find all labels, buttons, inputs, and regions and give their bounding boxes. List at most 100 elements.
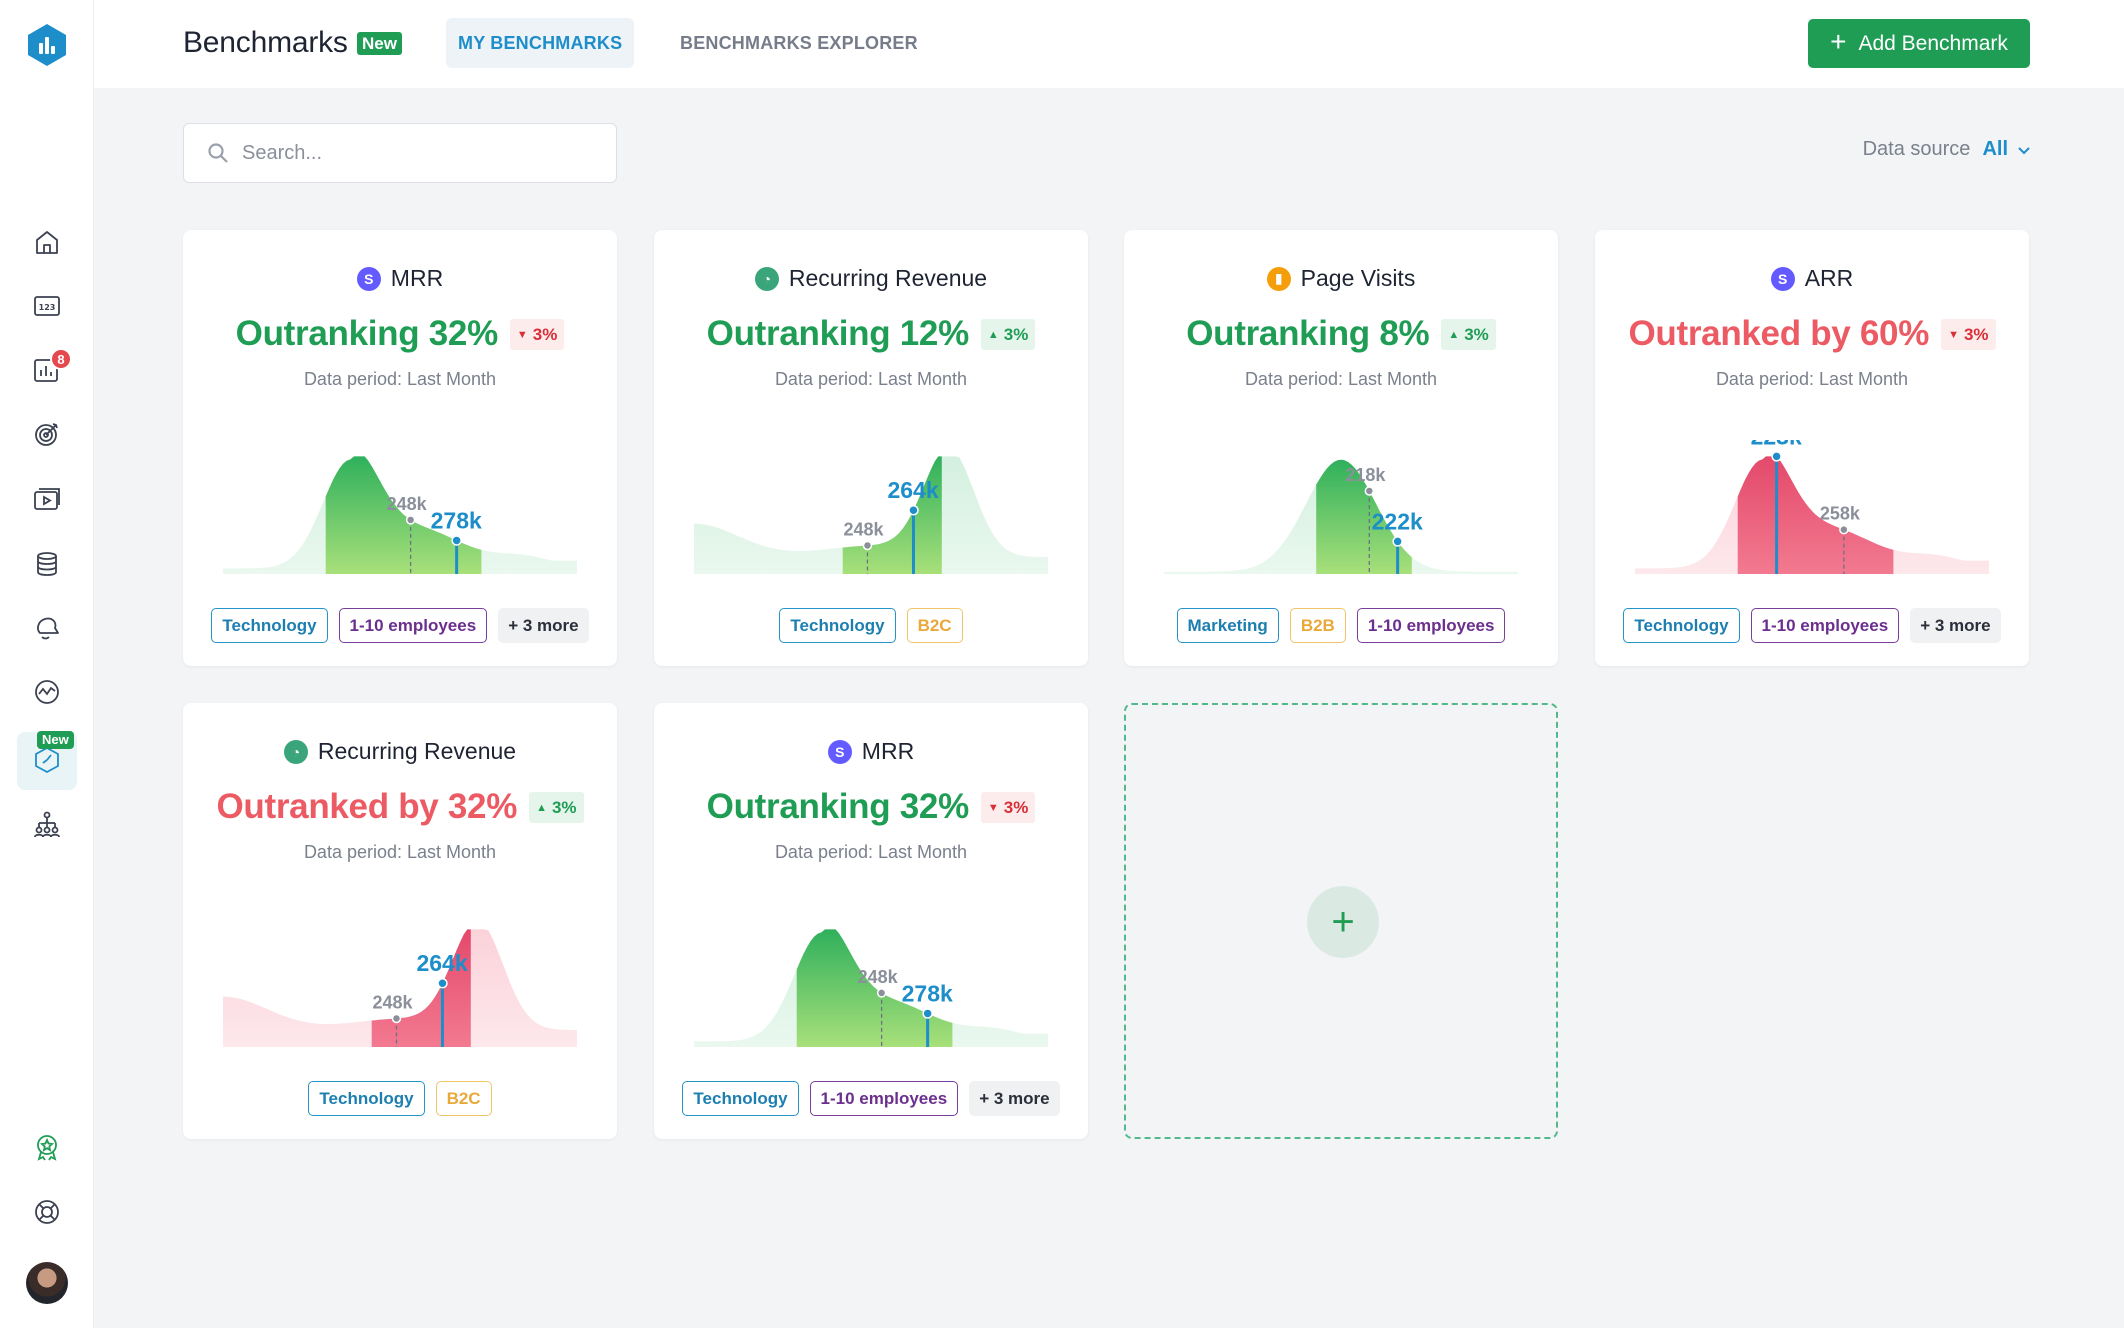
delta-badge: ▼ 3%: [509, 318, 565, 350]
dashboard-icon[interactable]: [29, 352, 65, 388]
numbers-icon[interactable]: 123: [29, 288, 65, 324]
more-tags-button[interactable]: + 3 more: [969, 1081, 1060, 1116]
goals-icon[interactable]: [29, 416, 65, 452]
triangle-down-icon: ▼: [1948, 328, 1959, 341]
value-label: 264k: [887, 477, 938, 503]
triangle-up-icon: ▲: [536, 801, 547, 814]
tag[interactable]: Technology: [308, 1081, 425, 1116]
new-badge: New: [37, 731, 74, 749]
plus-icon: +: [1307, 886, 1379, 958]
more-tags-button[interactable]: + 3 more: [1910, 608, 2001, 643]
benchmark-card[interactable]: ▮ Page Visits Outranking 8% ▲ 3% Data period:…: [1124, 230, 1558, 666]
data-period: Data period: Last Month: [1244, 369, 1438, 389]
search-input[interactable]: [242, 141, 582, 165]
search-box[interactable]: [183, 123, 617, 183]
datasource-label: Data source: [1862, 138, 1971, 160]
rank-text: Outranking 12%: [706, 314, 970, 353]
metric-name: MRR: [861, 738, 915, 764]
benchmark-card[interactable]: ◔ Recurring Revenue Outranked by 32% ▲ 3% Dat…: [183, 703, 617, 1139]
tag[interactable]: Marketing: [1176, 608, 1279, 643]
delta-badge: ▲ 3%: [980, 318, 1036, 350]
benchmark-label: 248k: [858, 967, 899, 987]
plus-icon: +: [1830, 26, 1847, 57]
award-icon[interactable]: [29, 1129, 65, 1165]
tag[interactable]: B2C: [906, 608, 963, 643]
rank-text: Outranking 32%: [706, 787, 970, 826]
metric-name: Recurring Revenue: [788, 265, 988, 291]
home-icon[interactable]: [29, 224, 65, 260]
tag[interactable]: 1-10 employees: [1750, 608, 1900, 643]
tag[interactable]: Technology: [682, 1081, 799, 1116]
benchmark-dot: [876, 988, 887, 998]
chartmogul-icon: ◔: [283, 739, 308, 764]
benchmark-card[interactable]: S ARR Outranked by 60% ▼ 3% Data period: Last…: [1595, 230, 2029, 666]
title-new-badge: New: [357, 32, 402, 55]
tab-my-benchmarks[interactable]: MY BENCHMARKS: [446, 18, 635, 68]
database-icon[interactable]: [29, 546, 65, 582]
percentile-area: [1737, 456, 1894, 574]
data-period: Data period: Last Month: [303, 842, 497, 862]
tag-list: Marketing B2B 1-10 employees: [1124, 608, 1558, 643]
tag[interactable]: Technology: [779, 608, 896, 643]
alerts-icon[interactable]: [29, 610, 65, 646]
rank-row: Outranking 32% ▼ 3%: [183, 314, 617, 354]
value-label: 222k: [1372, 508, 1423, 534]
data-period: Data period: Last Month: [774, 842, 968, 862]
delta-value: 3%: [551, 797, 577, 817]
stripe-icon: S: [356, 266, 381, 291]
tag-list: Technology B2C: [654, 608, 1088, 643]
tab-benchmarks-explorer[interactable]: BENCHMARKS EXPLORER: [680, 32, 918, 53]
datasource-filter: Data source All: [1863, 138, 2032, 161]
card-title: ◔ Recurring Revenue: [183, 738, 617, 765]
tag[interactable]: 1-10 employees: [809, 1081, 959, 1116]
percentile-area: [842, 456, 942, 574]
rank-text: Outranking 8%: [1186, 314, 1430, 353]
distribution-chart: 218k 222k: [1164, 459, 1518, 574]
percentile-area: [796, 929, 953, 1047]
benchmark-label: 218k: [1345, 465, 1386, 485]
more-tags-button[interactable]: + 3 more: [498, 608, 589, 643]
stripe-icon: S: [1770, 266, 1795, 291]
tag-list: Technology 1-10 employees + 3 more: [183, 608, 617, 643]
tag[interactable]: B2C: [435, 1081, 492, 1116]
tag[interactable]: Technology: [211, 608, 328, 643]
tag[interactable]: Technology: [1623, 608, 1740, 643]
benchmark-card[interactable]: S MRR Outranking 32% ▼ 3% Data period: Last M…: [654, 703, 1088, 1139]
logo-icon[interactable]: [25, 23, 69, 67]
benchmark-card[interactable]: ◔ Recurring Revenue Outranking 12% ▲ 3% Data …: [654, 230, 1088, 666]
benchmark-card[interactable]: S MRR Outranking 32% ▼ 3% Data period: Last M…: [183, 230, 617, 666]
insights-icon[interactable]: [29, 674, 65, 710]
value-dot: [437, 977, 448, 989]
header: Benchmarks New MY BENCHMARKS BENCHMARKS …: [94, 0, 2124, 88]
metric-name: ARR: [1804, 265, 1854, 291]
benchmark-dot: [862, 540, 873, 551]
rank-row: Outranked by 32% ▲ 3%: [183, 787, 617, 827]
datasource-value: All: [1982, 138, 2008, 160]
distribution-chart: 258k 223k: [1635, 440, 1989, 574]
video-icon[interactable]: [29, 481, 65, 517]
datasource-select[interactable]: All: [1982, 138, 2032, 161]
add-benchmark-button[interactable]: + Add Benchmark: [1808, 19, 2030, 68]
tag[interactable]: B2B: [1289, 608, 1346, 643]
tag[interactable]: 1-10 employees: [338, 608, 488, 643]
svg-text:123: 123: [39, 303, 56, 312]
delta-badge: ▲ 3%: [1441, 318, 1496, 350]
sidebar: 123 8 New: [0, 0, 94, 1328]
benchmarks-icon[interactable]: [29, 742, 65, 778]
delta-badge: ▼ 3%: [980, 791, 1036, 823]
value-label: 223k: [1751, 440, 1802, 449]
org-icon[interactable]: [29, 807, 65, 843]
delta-value: 3%: [1003, 324, 1029, 344]
tag-list: Technology B2C: [183, 1081, 617, 1116]
add-benchmark-card[interactable]: +: [1124, 703, 1558, 1139]
card-title: ◔ Recurring Revenue: [654, 265, 1088, 292]
avatar[interactable]: [26, 1262, 68, 1304]
benchmark-label: 248k: [372, 992, 413, 1012]
metric-name: MRR: [390, 265, 444, 291]
help-icon[interactable]: [29, 1194, 65, 1230]
distribution-area: [223, 929, 577, 1047]
tag[interactable]: 1-10 employees: [1356, 608, 1506, 643]
data-period: Data period: Last Month: [1715, 369, 1909, 389]
